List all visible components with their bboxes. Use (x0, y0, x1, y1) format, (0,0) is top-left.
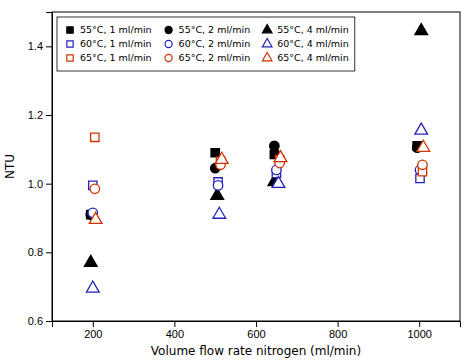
tick-label: 1.4 (28, 40, 43, 52)
tick: 600 (247, 321, 265, 340)
tick-label: 1.2 (28, 109, 43, 121)
legend-marker (67, 27, 73, 33)
series (86, 141, 422, 219)
point (211, 149, 219, 157)
point (270, 141, 279, 150)
tick: 0.8 (28, 246, 52, 258)
legend-item: 55°C, 2 ml/min (165, 24, 250, 35)
tick: 1.2 (28, 109, 52, 121)
tick-label: 800 (329, 328, 347, 340)
point (415, 123, 428, 134)
tick-mark (174, 321, 175, 327)
tick-label: 0.6 (28, 315, 43, 327)
plot: 200 400 600 800 1000 0.6 0.8 1.0 1.2 1.4 55°C, 1 m… (28, 12, 461, 340)
tick-mark (256, 321, 257, 327)
legend-item: 60°C, 1 ml/min (67, 38, 152, 49)
tick-label: 1000 (407, 328, 431, 340)
legend-marker (262, 52, 272, 60)
series (87, 142, 422, 219)
series (86, 123, 427, 292)
tick-mark (46, 252, 52, 253)
legend-label: 60°C, 1 ml/min (80, 38, 152, 49)
point (272, 176, 285, 187)
legend-item: 60°C, 4 ml/min (262, 38, 348, 49)
legend-marker (165, 54, 172, 61)
tick-label: 1.0 (28, 178, 43, 190)
point (91, 133, 99, 141)
series (89, 169, 425, 189)
legend-item: 55°C, 4 ml/min (262, 24, 348, 35)
tick-mark (338, 321, 339, 327)
chart: 200 400 600 800 1000 0.6 0.8 1.0 1.2 1.4 55°C, 1 m… (0, 0, 474, 363)
legend-item: 65°C, 4 ml/min (262, 52, 348, 63)
point (89, 212, 102, 223)
tick: 0.6 (28, 315, 52, 327)
tick: 400 (166, 321, 184, 340)
point (417, 140, 430, 151)
series (89, 140, 429, 223)
tick: 1.0 (28, 178, 52, 190)
tick-label: 400 (166, 328, 184, 340)
legend-marker (165, 40, 172, 47)
legend-label: 65°C, 4 ml/min (277, 52, 349, 63)
series (90, 158, 427, 193)
point (415, 24, 428, 35)
legend-label: 55°C, 2 ml/min (179, 24, 251, 35)
point (90, 184, 99, 193)
point (84, 255, 97, 266)
axis-line (53, 322, 461, 328)
point (213, 207, 226, 218)
tick: 1.4 (28, 40, 52, 52)
tick: 200 (84, 321, 102, 340)
tick-mark (46, 115, 52, 116)
point (86, 281, 99, 292)
y-axis-title: NTU (3, 154, 17, 179)
point (215, 152, 228, 163)
tick-label: 0.8 (28, 246, 43, 258)
legend-item: 60°C, 2 ml/min (165, 38, 250, 49)
legend-box (57, 17, 355, 71)
legend-label: 55°C, 1 ml/min (80, 24, 152, 35)
legend-label: 60°C, 4 ml/min (277, 38, 349, 49)
y-axis: 0.6 0.8 1.0 1.2 1.4 (28, 13, 53, 328)
legend-item: 65°C, 1 ml/min (67, 52, 152, 63)
legend-label: 65°C, 2 ml/min (179, 52, 251, 63)
point (418, 160, 427, 169)
legend-marker (262, 24, 272, 32)
legend-label: 55°C, 4 ml/min (277, 24, 349, 35)
tick-mark (419, 321, 420, 327)
point (274, 151, 287, 162)
series (88, 165, 425, 217)
legend-label: 60°C, 2 ml/min (179, 38, 251, 49)
plot-frame (52, 12, 460, 321)
legend-item: 65°C, 2 ml/min (165, 52, 250, 63)
tick-mark (93, 321, 94, 327)
tick: 800 (329, 321, 347, 340)
tick-mark (46, 46, 52, 47)
legend-marker (67, 41, 73, 47)
legend: 55°C, 1 ml/min 55°C, 2 ml/min 55°C, 4 ml/m… (57, 17, 355, 71)
series (91, 133, 427, 176)
legend-marker (262, 38, 272, 46)
point (213, 181, 222, 190)
tick: 1000 (407, 321, 431, 340)
legend-item: 55°C, 1 ml/min (67, 24, 152, 35)
x-axis-title: Volume flow rate nitrogen (ml/min) (151, 344, 361, 358)
tick-label: 200 (84, 328, 102, 340)
tick-mark (46, 321, 52, 322)
x-axis: 200 400 600 800 1000 (53, 321, 461, 340)
tick-label: 600 (247, 328, 265, 340)
legend-marker (165, 26, 172, 33)
tick-mark (46, 184, 52, 185)
legend-label: 65°C, 1 ml/min (80, 52, 152, 63)
legend-marker (67, 55, 73, 61)
